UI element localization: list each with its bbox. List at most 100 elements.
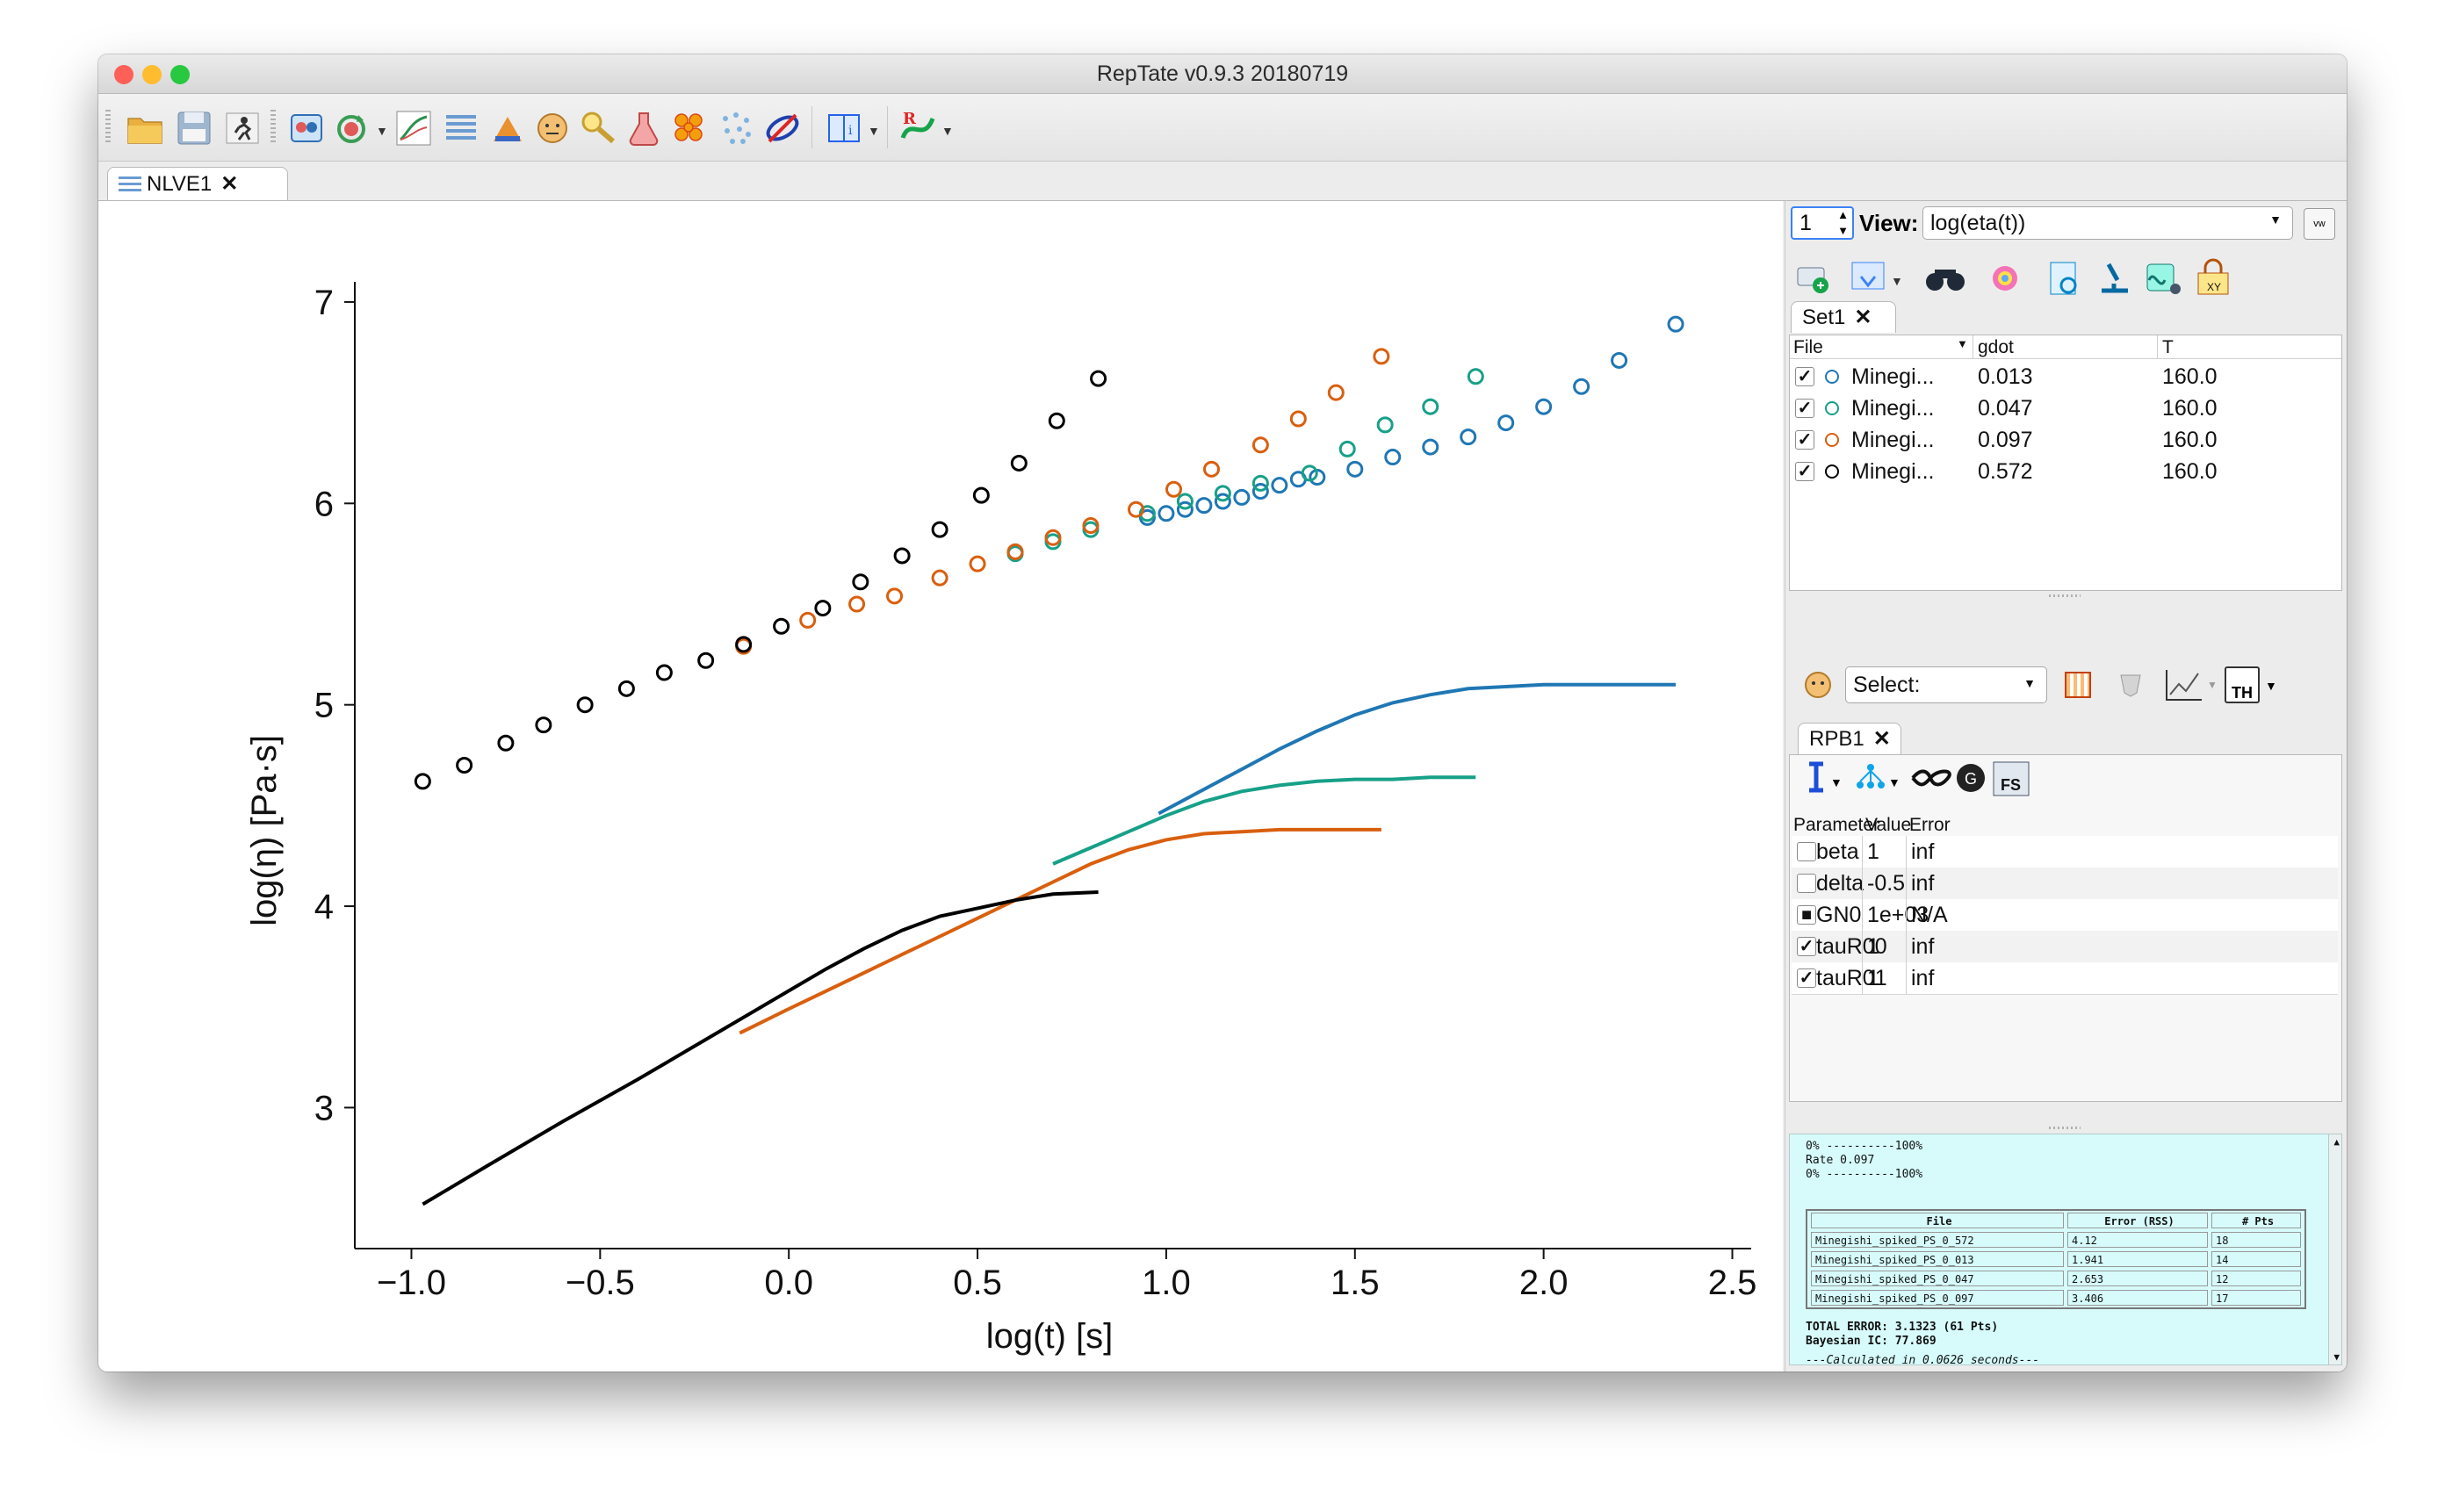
data-point — [931, 521, 948, 538]
error-table: File Error (RSS) # Pts Minegishi_spiked_PS_… — [1806, 1209, 2306, 1309]
data-point — [969, 555, 986, 572]
save-view-icon[interactable]: vw — [2304, 208, 2335, 240]
dataset-row-checkbox[interactable]: ✓ — [1795, 462, 1814, 481]
log-line-1: 0% ----------100% — [1806, 1140, 1923, 1153]
error-table-row: Minegishi_spiked_PS_0_572 4.12 18 — [1807, 1230, 2304, 1249]
log-scrollbar[interactable] — [2328, 1134, 2341, 1364]
orbit-icon[interactable] — [762, 108, 803, 148]
dataset-row[interactable]: ✓ Minegi... 0.047 160.0 — [1790, 393, 2341, 425]
book-icon[interactable]: i — [824, 108, 864, 148]
tab-set1-label: Set1 — [1802, 306, 1846, 329]
reptate-logo-icon[interactable]: R — [898, 108, 938, 148]
data-point — [1460, 428, 1477, 446]
close-set1-icon[interactable]: ✕ — [1854, 306, 1872, 329]
data-point — [1048, 412, 1065, 429]
tab-rpb1[interactable]: RPB1 ✕ — [1798, 723, 1901, 754]
spinner-down-icon[interactable]: ▼ — [1837, 224, 1849, 237]
grid-icon[interactable] — [2065, 672, 2091, 698]
save-icon[interactable] — [174, 108, 214, 148]
logo-dropdown-icon[interactable]: ▼ — [941, 124, 954, 138]
toolbar-grip-2[interactable] — [270, 110, 276, 145]
minimize-window-button[interactable] — [142, 65, 162, 84]
error-table-cell: 12 — [2211, 1271, 2301, 1286]
parameter-name: tauR00 — [1816, 934, 1887, 959]
parameter-value[interactable]: 1 — [1867, 966, 1879, 990]
th-icon[interactable]: TH — [2225, 666, 2260, 703]
data-point — [1165, 480, 1183, 498]
parameter-checkbox[interactable]: ■ — [1797, 905, 1816, 925]
close-rpb1-icon[interactable]: ✕ — [1872, 727, 1891, 751]
parameter-checkbox[interactable]: ✓ — [1797, 937, 1816, 956]
open-folder-icon[interactable] — [125, 108, 165, 148]
parameter-row[interactable]: ■ GN0 1e+03 N/A — [1792, 899, 2338, 932]
eta-chart[interactable]: −1.0 −0.5 0.0 0.5 1.0 1.5 2.0 2.5 3 4 5 6 7 log(t) [… — [98, 201, 1783, 1372]
triangle-data-icon[interactable] — [487, 108, 527, 148]
close-window-button[interactable] — [114, 65, 133, 84]
dataset-table: File ▼ gdot T ✓ Minegi... 0.013 160.0 ✓ … — [1789, 335, 2342, 591]
dataset-row-checkbox[interactable]: ✓ — [1795, 399, 1814, 418]
plot-view-icon[interactable] — [393, 108, 434, 148]
right-panel: 1 ▲ ▼ View: log(eta(t)) ▼ vw ▼ XY — [1785, 201, 2347, 1372]
y-axis-label: log(η) [Pa·s] — [245, 735, 284, 926]
theory-select[interactable]: Select: ▼ — [1845, 666, 2047, 703]
parameter-value[interactable]: 1e+03 — [1867, 903, 1929, 927]
tab-set1[interactable]: Set1 ✕ — [1791, 301, 1896, 333]
col-file[interactable]: File — [1793, 337, 1823, 357]
dataset-row-checkbox[interactable]: ✓ — [1795, 430, 1814, 450]
x-axis-label: log(t) [s] — [986, 1317, 1113, 1356]
theory-face-icon[interactable] — [1803, 670, 1833, 700]
sort-arrow-icon[interactable]: ▼ — [1957, 337, 1968, 350]
scroll-up-icon[interactable]: ▲ — [2333, 1136, 2340, 1148]
run-icon[interactable] — [223, 108, 263, 148]
svg-text:XY: XY — [2207, 281, 2221, 293]
dataset-row[interactable]: ✓ Minegi... 0.097 160.0 — [1790, 425, 2341, 457]
molecules-icon[interactable] — [669, 108, 710, 148]
x-tick-label: −1.0 — [377, 1264, 446, 1302]
parameter-value[interactable]: 1 — [1867, 934, 1879, 959]
zoom-window-button[interactable] — [170, 65, 190, 84]
parameter-row[interactable]: ✓ tauR00 1 inf — [1792, 931, 2338, 963]
dataset-row[interactable]: ✓ Minegi... 0.572 160.0 — [1790, 457, 2341, 488]
th-dropdown-icon[interactable]: ▼ — [2265, 679, 2277, 693]
parameter-row[interactable]: delta -0.5 inf — [1792, 868, 2338, 900]
line-plot-icon[interactable] — [2165, 668, 2203, 702]
reload-dropdown-icon[interactable]: ▼ — [376, 124, 388, 138]
dataset-row-checkbox[interactable]: ✓ — [1795, 367, 1814, 386]
parameter-checkbox[interactable]: ✓ — [1797, 968, 1816, 988]
new-application-icon[interactable] — [286, 108, 327, 148]
calculation-log[interactable]: ▲ ▼ 0% ----------100% Rate 0.097 0% ----… — [1789, 1134, 2342, 1365]
color-wheel-icon — [1993, 266, 2017, 291]
dataset-spinner[interactable]: 1 ▲ ▼ — [1791, 206, 1854, 240]
plot-area[interactable]: −1.0 −0.5 0.0 0.5 1.0 1.5 2.0 2.5 3 4 5 6 7 log(t) [… — [98, 201, 1783, 1372]
series-marker-icon — [1825, 433, 1839, 447]
data-point — [1535, 398, 1553, 415]
flask-icon[interactable] — [624, 108, 664, 148]
scroll-down-icon[interactable]: ▼ — [2333, 1351, 2340, 1363]
error-table-row: Minegishi_spiked_PS_0_013 1.941 14 — [1807, 1249, 2304, 1269]
parameter-value[interactable]: 1 — [1867, 839, 1879, 864]
spinner-up-icon[interactable]: ▲ — [1837, 208, 1849, 221]
close-tab-icon[interactable]: ✕ — [220, 172, 239, 196]
stack-icon[interactable] — [441, 108, 481, 148]
shield-icon[interactable] — [2117, 672, 2144, 698]
parameter-value[interactable]: -0.5 — [1867, 871, 1906, 896]
dots-icon[interactable] — [717, 108, 757, 148]
parameter-checkbox[interactable] — [1797, 842, 1816, 861]
toolbar-grip[interactable] — [105, 110, 111, 145]
reload-icon[interactable] — [332, 108, 372, 148]
tab-nlve1[interactable]: NLVE1 ✕ — [107, 167, 288, 200]
plot-dropdown-icon[interactable]: ▼ — [2207, 679, 2218, 691]
error-table-cell: File — [1811, 1213, 2064, 1228]
parameter-row[interactable]: ✓ tauR01 1 inf — [1792, 962, 2338, 995]
col-t[interactable]: T — [2162, 337, 2174, 357]
calc-time: ---Calculated in 0.0626 seconds--- — [1806, 1354, 2040, 1365]
book-dropdown-icon[interactable]: ▼ — [868, 124, 880, 138]
parameter-row[interactable]: beta 1 inf — [1792, 836, 2338, 868]
total-error: TOTAL ERROR: 3.1323 (61 Pts) — [1806, 1321, 1999, 1334]
face-icon[interactable] — [532, 108, 573, 148]
parameter-checkbox[interactable] — [1797, 874, 1816, 893]
col-gdot[interactable]: gdot — [1978, 337, 2014, 357]
view-select[interactable]: log(eta(t)) ▼ — [1922, 206, 2293, 240]
magnifier-icon[interactable] — [578, 108, 618, 148]
dataset-row[interactable]: ✓ Minegi... 0.013 160.0 — [1790, 362, 2341, 393]
